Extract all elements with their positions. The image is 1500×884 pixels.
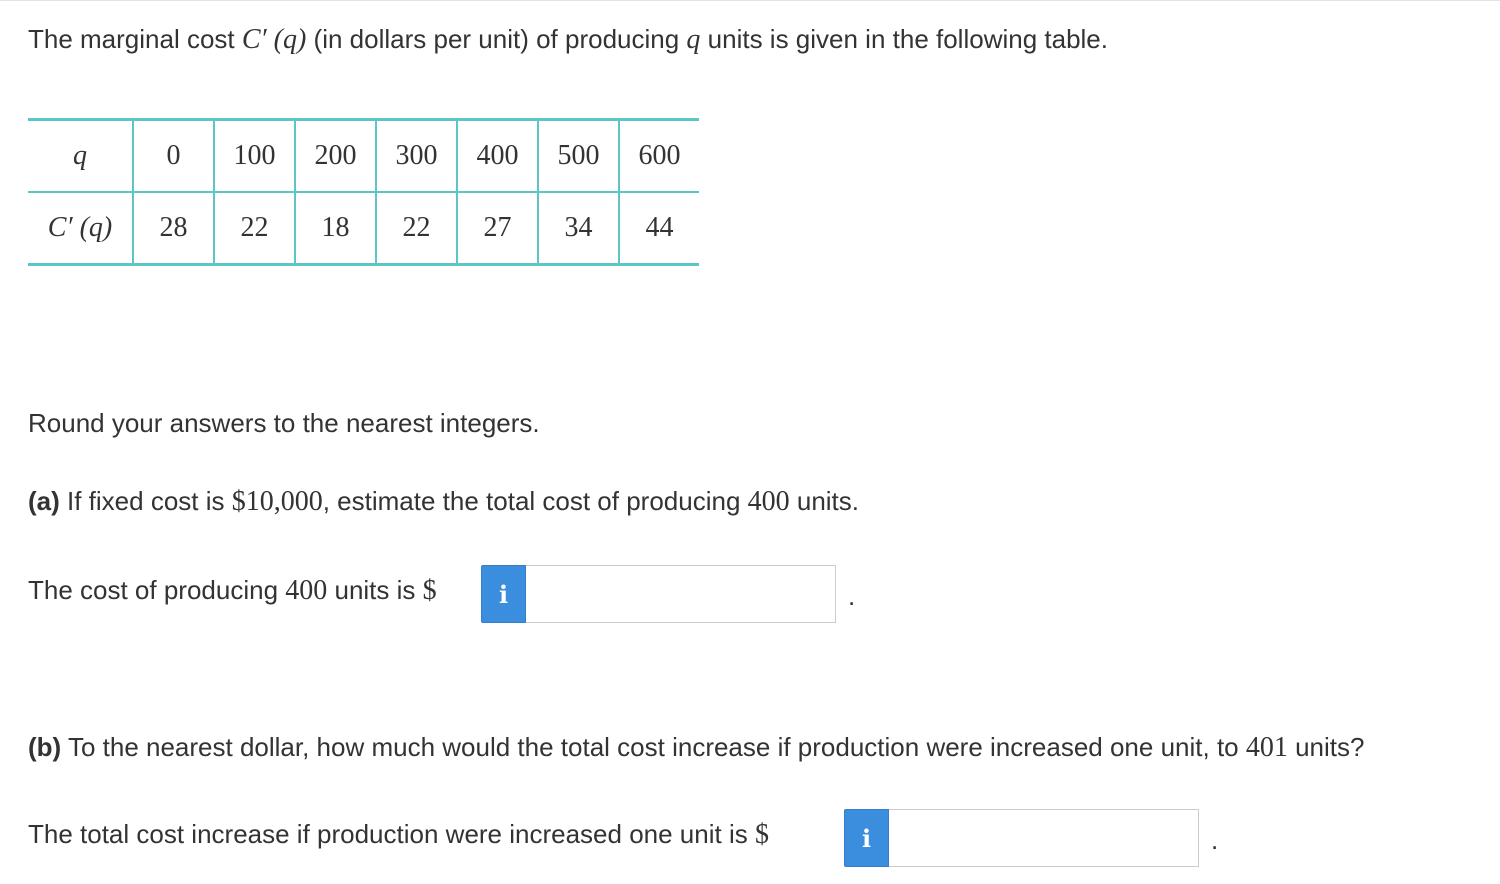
- part-b-dollar-sign: $: [754, 819, 769, 850]
- table-cell-c-2: 18: [294, 192, 377, 266]
- problem-intro: The marginal cost C′ (q) (in dollars per…: [28, 22, 1108, 57]
- table-cell-q-3: 300: [375, 118, 458, 193]
- part-a-label: (a): [28, 486, 60, 516]
- part-b-period: .: [1211, 825, 1219, 855]
- intro-text-2: (in dollars per unit) of producing: [306, 24, 687, 54]
- part-b-answer-prefix: The total cost increase if production we…: [28, 819, 755, 849]
- table-cell-c-3: 22: [375, 192, 458, 266]
- part-a-fixed-cost: $10,000: [231, 486, 323, 517]
- intro-math-q: q: [686, 24, 701, 55]
- table-cell-q-0: 0: [132, 118, 215, 193]
- part-b-text-1: To the nearest dollar, how much would th…: [61, 732, 1246, 762]
- part-a-text-2: , estimate the total cost of producing: [322, 486, 748, 516]
- table-row-cprime: C′ (q) 28 22 18 22 27 34 44: [28, 192, 699, 266]
- intro-text-3: units is given in the following table.: [700, 24, 1108, 54]
- part-b-label: (b): [28, 732, 62, 762]
- top-divider: [0, 0, 1500, 1]
- table-header-cprime: C′ (q): [28, 192, 134, 266]
- part-a-answer-input[interactable]: [526, 565, 836, 623]
- info-icon[interactable]: i: [844, 809, 889, 867]
- part-b-units: 401: [1245, 732, 1288, 763]
- table-cell-c-4: 27: [456, 192, 539, 266]
- table-cell-c-0: 28: [132, 192, 215, 266]
- part-a-text-1: If fixed cost is: [59, 486, 232, 516]
- part-a-period: .: [848, 581, 856, 611]
- table-cell-c-5: 34: [537, 192, 620, 266]
- part-a-units: 400: [747, 486, 790, 517]
- table-cell-q-4: 400: [456, 118, 539, 193]
- table-cell-q-1: 100: [213, 118, 296, 193]
- part-b-text-2: units?: [1287, 732, 1365, 762]
- part-b-answer-row: The total cost increase if production we…: [28, 809, 1228, 869]
- part-a-text-3: units.: [789, 486, 860, 516]
- part-a-answer-prefix: The cost of producing: [28, 575, 286, 605]
- part-b-question: (b) To the nearest dollar, how much woul…: [28, 730, 1364, 765]
- intro-text-1: The marginal cost: [28, 24, 242, 54]
- table-cell-c-6: 44: [618, 192, 699, 266]
- part-b-answer-label: The total cost increase if production we…: [28, 817, 769, 852]
- table-cell-q-6: 600: [618, 118, 699, 193]
- part-a-answer-units: 400: [285, 575, 328, 606]
- table-cell-q-2: 200: [294, 118, 377, 193]
- intro-math-cprime: C′ (q): [241, 24, 307, 55]
- part-a-answer-label: The cost of producing 400 units is $: [28, 573, 437, 608]
- part-a-dollar-sign: $: [422, 575, 437, 606]
- table-cell-c-1: 22: [213, 192, 296, 266]
- part-a-answer-mid: units is: [327, 575, 423, 605]
- info-icon[interactable]: i: [481, 565, 526, 623]
- marginal-cost-table: q 0 100 200 300 400 500 600 C′ (q) 28 22…: [28, 118, 699, 266]
- rounding-instruction: Round your answers to the nearest intege…: [28, 408, 540, 438]
- table-row-q: q 0 100 200 300 400 500 600: [28, 118, 699, 193]
- table-header-q: q: [28, 118, 134, 193]
- table-cell-q-5: 500: [537, 118, 620, 193]
- part-a-question: (a) If fixed cost is $10,000, estimate t…: [28, 484, 859, 519]
- part-a-answer-row: The cost of producing 400 units is $ i .: [28, 565, 868, 625]
- part-b-answer-input[interactable]: [889, 809, 1199, 867]
